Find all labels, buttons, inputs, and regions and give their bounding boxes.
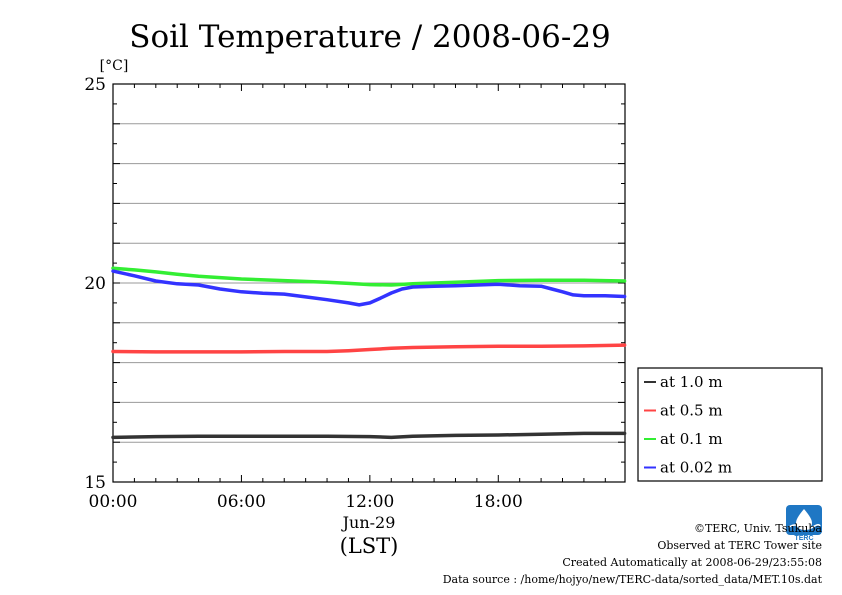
wave-icon — [788, 523, 821, 530]
series-line-at-0-02-m — [111, 269, 627, 307]
footer-site: Observed at TERC Tower site — [657, 539, 822, 552]
y-axis-unit: [°C] — [100, 58, 129, 74]
x-tick-label: 06:00 — [217, 492, 266, 512]
chart-title: Soil Temperature / 2008-06-29 — [129, 19, 611, 55]
legend-label-at-0-1-m: at 0.1 m — [660, 430, 723, 448]
y-tick-labels: 15 20 25 — [84, 75, 106, 493]
logo-text: TERC — [794, 535, 813, 542]
legend-box — [637, 367, 823, 482]
x-tick-label: 12:00 — [345, 492, 394, 512]
x-axis-label: (LST) — [340, 534, 399, 558]
series-line-at-1-0-m — [111, 431, 627, 440]
x-tick-labels: 00:00 06:00 12:00 18:00 — [89, 492, 523, 512]
series-lines — [111, 266, 627, 440]
y-tick-label: 25 — [84, 75, 106, 95]
terc-logo: TERC — [786, 505, 822, 542]
axis-ticks — [112, 83, 625, 483]
footer-source: Data source : /home/hojyo/new/TERC-data/… — [443, 573, 823, 586]
y-tick-label: 15 — [84, 473, 106, 493]
water-drop-icon — [796, 509, 812, 530]
legend: at 1.0 m at 0.5 m at 0.1 m at 0.02 m — [637, 367, 823, 482]
legend-label-at-0-5-m: at 0.5 m — [660, 402, 723, 420]
footer-created: Created Automatically at 2008-06-29/23:5… — [562, 556, 822, 569]
x-tick-label: 18:00 — [474, 492, 523, 512]
series-line-at-0-1-m — [111, 266, 627, 287]
x-axis-date-label: Jun-29 — [341, 513, 396, 532]
x-tick-label: 00:00 — [89, 492, 138, 512]
footer-copyright: ©TERC, Univ. Tsukuba — [694, 522, 822, 535]
legend-label-at-0-02-m: at 0.02 m — [660, 459, 732, 477]
series-line-at-0-5-m — [111, 343, 627, 354]
legend-label-at-1-0-m: at 1.0 m — [660, 373, 723, 391]
y-tick-label: 20 — [84, 274, 106, 294]
